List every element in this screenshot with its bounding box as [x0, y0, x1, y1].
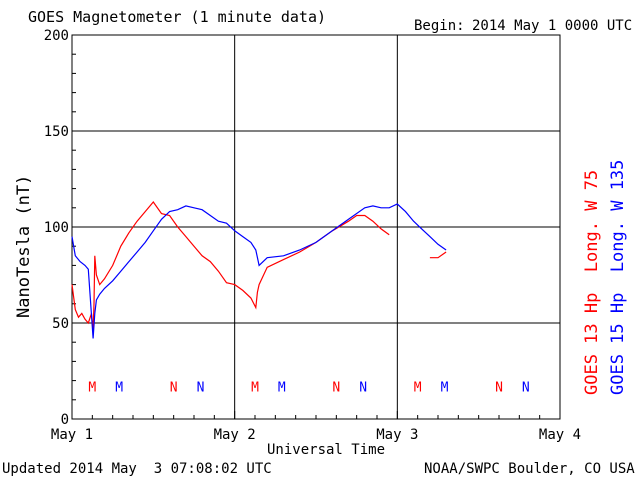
y-tick-label-150: 150 — [44, 124, 69, 140]
marker-N: N — [197, 380, 205, 395]
x-axis-label: Universal Time — [267, 442, 386, 458]
y-tick-label-0: 0 — [61, 412, 69, 428]
y-axis-label: NanoTesla (nT) — [14, 174, 34, 318]
x-tick-label: May 4 — [539, 427, 581, 443]
marker-N: N — [359, 380, 367, 395]
y-tick-label-50: 50 — [52, 316, 69, 332]
marker-N: N — [332, 380, 340, 395]
legend-goes15: GOES 15 Hp Long. W 135 — [608, 159, 628, 395]
y-tick-label-100: 100 — [44, 220, 69, 236]
updated-timestamp: Updated 2014 May 3 07:08:02 UTC — [2, 461, 272, 477]
x-tick-label: May 2 — [214, 427, 256, 443]
series-line-goes13-segment — [429, 251, 447, 259]
begin-label: Begin: — [414, 18, 465, 34]
marker-M: M — [441, 380, 449, 395]
x-tick-label: May 1 — [51, 427, 93, 443]
marker-M: M — [115, 380, 123, 395]
x-tick-label: May 3 — [376, 427, 418, 443]
begin-value: 2014 May 1 0000 UTC — [472, 18, 633, 34]
series-line-goes15 — [71, 203, 447, 339]
marker-N: N — [522, 380, 530, 395]
series-line-goes13 — [71, 201, 390, 331]
marker-N: N — [495, 380, 503, 395]
y-tick-label-200: 200 — [44, 28, 69, 44]
legend-goes13: GOES 13 Hp Long. W 75 — [582, 169, 602, 395]
marker-M: M — [88, 380, 96, 395]
marker-N: N — [170, 380, 178, 395]
credit-text: NOAA/SWPC Boulder, CO USA — [424, 461, 635, 477]
marker-M: M — [414, 380, 422, 395]
marker-M: M — [278, 380, 286, 395]
marker-M: M — [251, 380, 259, 395]
chart-title: GOES Magnetometer (1 minute data) — [28, 8, 327, 26]
